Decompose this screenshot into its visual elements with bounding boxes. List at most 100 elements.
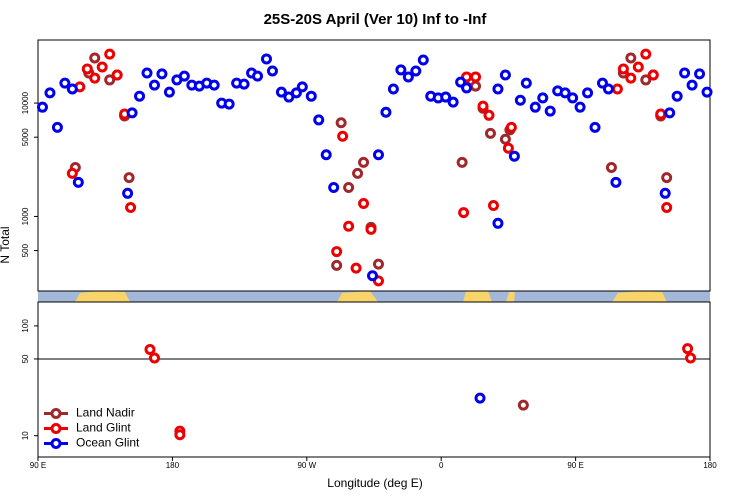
data-point	[89, 72, 101, 84]
data-point	[178, 70, 190, 82]
y-tick-label: 500	[21, 243, 30, 257]
x-axis-label: Longitude (deg E)	[327, 476, 422, 490]
data-point	[358, 156, 370, 168]
data-point	[144, 343, 156, 355]
data-point	[96, 61, 108, 73]
x-tick-label: 0	[439, 461, 444, 470]
data-point	[410, 65, 422, 77]
land-band	[463, 291, 492, 302]
data-point	[589, 121, 601, 133]
data-point	[492, 83, 504, 95]
data-point	[367, 270, 379, 282]
data-point	[537, 92, 549, 104]
data-point	[461, 82, 473, 94]
data-point	[358, 198, 370, 210]
plot-frame	[37, 39, 711, 292]
data-point	[487, 199, 499, 211]
data-point	[51, 121, 63, 133]
data-point	[81, 63, 93, 75]
data-point	[661, 201, 673, 213]
x-tick-label: 90 W	[297, 461, 316, 470]
data-point	[104, 74, 116, 86]
legend-label: Ocean Glint	[76, 436, 140, 450]
data-point	[313, 114, 325, 126]
land-band	[75, 291, 130, 302]
y-tick-label: 5000	[21, 128, 30, 146]
data-point	[174, 429, 186, 441]
data-point	[66, 83, 78, 95]
data-point	[492, 217, 504, 229]
data-point	[470, 80, 482, 92]
data-point	[125, 201, 137, 213]
data-point	[544, 105, 556, 117]
x-tick-label: 180	[166, 461, 180, 470]
data-point	[701, 86, 713, 98]
data-point	[328, 182, 340, 194]
data-point	[517, 399, 529, 411]
legend-marker	[50, 438, 62, 449]
y-tick-label: 50	[21, 354, 30, 363]
legend-marker	[50, 423, 62, 434]
data-point	[483, 109, 495, 121]
data-point	[508, 150, 520, 162]
data-point	[350, 262, 362, 274]
y-tick-label: 1000	[21, 207, 30, 225]
data-point	[305, 90, 317, 102]
data-point	[499, 69, 511, 81]
data-point	[625, 72, 637, 84]
land-band	[506, 292, 515, 302]
data-point	[44, 87, 56, 99]
data-point	[122, 187, 134, 199]
data-point	[148, 352, 160, 364]
data-point	[134, 90, 146, 102]
data-point	[72, 176, 84, 188]
data-point	[529, 101, 541, 113]
data-point	[104, 48, 116, 60]
data-point	[679, 67, 691, 79]
data-point	[320, 149, 332, 161]
plot-frame	[37, 301, 711, 458]
data-point	[632, 61, 644, 73]
map-strip	[38, 291, 710, 302]
y-tick-label: 100	[21, 319, 30, 333]
data-point	[659, 187, 671, 199]
x-tick-label: 90 E	[30, 461, 46, 470]
data-point	[343, 182, 355, 194]
data-point	[365, 223, 377, 235]
data-point	[682, 343, 694, 355]
data-point	[625, 52, 637, 64]
data-point	[352, 167, 364, 179]
data-point	[499, 133, 511, 145]
data-point	[208, 79, 220, 91]
data-point	[223, 98, 235, 110]
data-point	[447, 96, 459, 108]
data-point	[156, 68, 168, 80]
data-point	[514, 94, 526, 106]
data-point	[694, 68, 706, 80]
data-point	[477, 100, 489, 112]
data-point	[380, 106, 392, 118]
data-point	[685, 352, 697, 364]
legend-label: Land Glint	[76, 421, 131, 435]
data-point	[458, 207, 470, 219]
data-point	[252, 70, 264, 82]
data-point	[387, 83, 399, 95]
land-band	[612, 291, 667, 302]
legend-label: Land Nadir	[76, 406, 135, 420]
x-tick-label: 90 E	[567, 461, 583, 470]
data-point	[605, 162, 617, 174]
data-point	[502, 142, 514, 154]
data-point	[655, 108, 667, 120]
data-point	[126, 107, 138, 119]
data-point	[148, 79, 160, 91]
x-tick-label: 180	[703, 461, 717, 470]
data-point	[260, 53, 272, 65]
data-point	[331, 259, 343, 271]
data-point	[610, 176, 622, 188]
data-point	[123, 172, 135, 184]
data-point	[331, 246, 343, 258]
data-point	[141, 67, 153, 79]
land-band	[337, 291, 378, 302]
data-point	[417, 54, 429, 66]
